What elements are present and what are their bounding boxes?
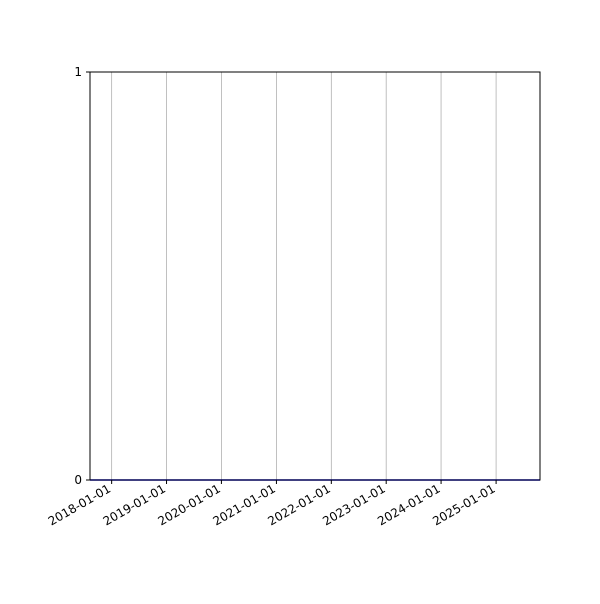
x-axis: 2018-01-012019-01-012020-01-012021-01-01… xyxy=(46,480,498,528)
plot-frame xyxy=(89,71,541,481)
y-tick-label: 1 xyxy=(74,65,82,79)
y-tick-label: 0 xyxy=(74,473,82,487)
y-axis: 01 xyxy=(74,65,90,487)
x-tick-label: 2025-01-01 xyxy=(430,481,497,528)
grid xyxy=(111,72,497,480)
